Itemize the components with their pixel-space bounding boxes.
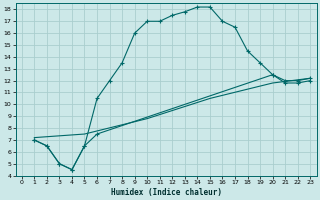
X-axis label: Humidex (Indice chaleur): Humidex (Indice chaleur) <box>110 188 221 197</box>
